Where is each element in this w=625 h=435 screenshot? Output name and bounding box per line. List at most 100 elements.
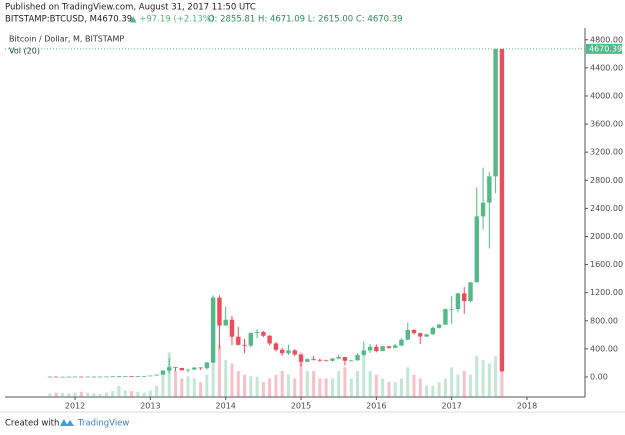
candle-body <box>135 376 140 377</box>
candle-body <box>342 357 348 361</box>
volume-bar <box>268 378 272 397</box>
volume-bar <box>274 374 278 397</box>
volume-bar <box>487 363 491 397</box>
volume-bar <box>299 352 303 397</box>
symbol: BITSTAMP:BTCUSD, M <box>5 15 97 25</box>
volume-bar <box>431 385 435 397</box>
volume-bar <box>343 367 347 397</box>
candle-body <box>399 339 404 346</box>
candle-body <box>54 376 59 378</box>
x-tick-label: 2014 <box>216 402 236 411</box>
volume-bar <box>224 359 228 397</box>
volume-bar <box>374 374 378 397</box>
volume-legend: Vol (20) <box>9 47 40 56</box>
candle-body <box>242 344 247 346</box>
volume-bar <box>192 378 196 397</box>
y-tick-label: 1600.00 <box>590 260 623 269</box>
y-tick-label: 4400.00 <box>590 63 623 72</box>
candle-body <box>141 376 147 377</box>
y-tick-label: 1200.00 <box>590 288 623 297</box>
y-tick-label: 4000.00 <box>590 91 623 100</box>
price: 4670.39 <box>97 15 132 25</box>
volume-bar <box>462 371 466 397</box>
y-tick-label: 3200.00 <box>590 148 623 157</box>
volume-bar <box>481 359 485 397</box>
volume-bar <box>243 374 247 397</box>
candle-body <box>455 293 461 310</box>
volume-bar <box>381 378 385 397</box>
volume-bar <box>48 393 52 397</box>
volume-bar <box>142 392 146 397</box>
volume-bar <box>293 378 297 397</box>
series-legend: Bitcoin / Dollar, M, BITSTAMP <box>9 35 124 44</box>
candle-body <box>85 376 90 378</box>
candle-body <box>229 319 235 337</box>
x-tick-label: 2012 <box>65 402 85 411</box>
candle-body <box>474 216 479 283</box>
x-tick-label: 2016 <box>366 402 386 411</box>
volume-bar <box>86 392 90 397</box>
candle-body <box>66 376 71 378</box>
candle-body <box>430 327 436 335</box>
y-tick-label: 2800.00 <box>590 176 623 185</box>
y-tick-label: 2400.00 <box>590 204 623 213</box>
candle-body <box>154 374 159 376</box>
publish-line: Published on TradingView.com, August 31,… <box>5 3 256 13</box>
volume-bar <box>92 393 96 397</box>
candle-body <box>273 343 279 350</box>
volume-bar <box>261 382 265 397</box>
candle-body <box>386 346 392 348</box>
volume-bar <box>393 382 397 397</box>
volume-bar <box>211 352 215 397</box>
candle-body <box>499 48 505 372</box>
candle-body <box>167 367 172 371</box>
volume-bar <box>255 376 259 397</box>
candle-body <box>468 282 473 302</box>
brand[interactable]: TradingView <box>77 419 129 429</box>
volume-bar <box>494 356 498 397</box>
volume-bar <box>412 374 416 397</box>
candle-body <box>185 369 191 371</box>
volume-bar <box>217 345 221 397</box>
last-price-box <box>586 43 622 54</box>
volume-bar <box>173 371 177 397</box>
candle-body <box>336 357 341 359</box>
candle-body <box>487 176 492 203</box>
volume-bar <box>186 376 190 397</box>
candle-body <box>493 48 498 177</box>
y-tick-label: 2000.00 <box>590 232 623 241</box>
candle-body <box>392 345 398 348</box>
volume-bar <box>443 378 447 397</box>
candle-body <box>254 332 260 333</box>
volume-bar <box>425 385 429 397</box>
volume-bar <box>236 371 240 397</box>
volume-bar <box>54 392 58 397</box>
candle-body <box>436 324 442 328</box>
volume-bar <box>324 378 328 397</box>
volume-bar <box>305 371 309 397</box>
volume-bar <box>148 390 152 397</box>
candle-body <box>267 335 272 344</box>
candle-body <box>160 370 166 375</box>
candle-body <box>217 297 222 326</box>
candle-body <box>60 376 65 378</box>
ohlc: O: 2855.81 H: 4671.09 L: 2615.00 C: 4670… <box>208 15 403 25</box>
volume-bar <box>60 392 64 397</box>
candle-body <box>179 367 184 371</box>
brand-logo <box>60 419 74 426</box>
volume-bar <box>111 391 115 397</box>
candle-body <box>449 309 454 310</box>
volume-bar <box>249 376 253 397</box>
candle-body <box>110 376 115 378</box>
candle-body <box>173 367 178 369</box>
footer-text: Created with <box>5 419 59 429</box>
candle-body <box>380 346 385 352</box>
candle-body <box>286 350 291 354</box>
volume-bar <box>469 374 473 397</box>
candle-body <box>298 354 304 362</box>
x-tick-label: 2018 <box>517 402 537 411</box>
candle-body <box>261 332 266 336</box>
volume-bar <box>98 394 102 397</box>
y-tick-label: 3600.00 <box>590 120 623 129</box>
